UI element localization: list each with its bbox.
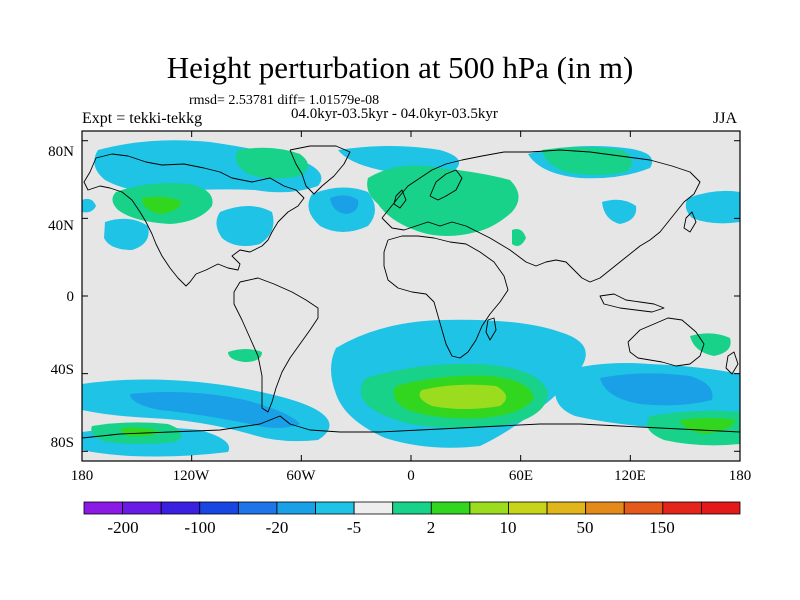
colorbar-swatch — [122, 501, 162, 515]
contour-region — [142, 196, 182, 214]
colorbar-label: -100 — [184, 518, 215, 537]
colorbar-label: 2 — [427, 518, 436, 537]
colorbar-swatch — [623, 501, 664, 515]
period-label: 04.0kyr-03.5kyr - 04.0kyr-03.5kyr — [291, 106, 498, 122]
lon-label: 180 — [729, 468, 752, 484]
coastline-antarctica — [82, 415, 740, 439]
coastline-scandinavia — [429, 169, 463, 201]
lon-label: 120W — [173, 468, 211, 484]
colorbar-swatch — [701, 501, 741, 515]
season-label: JJA — [713, 110, 738, 127]
colorbar-swatch — [315, 501, 355, 515]
coastlines — [82, 145, 740, 439]
lat-axis-labels: 80N 40N 0 40S 80S — [48, 144, 74, 451]
lat-label: 0 — [67, 289, 75, 305]
contour-region — [330, 195, 359, 214]
colorbar-label: -200 — [107, 518, 138, 537]
colorbar-swatch — [83, 501, 123, 515]
contour-region — [419, 384, 507, 409]
stats-line: rmsd= 2.53781 diff= 1.01579e-08 — [189, 93, 380, 108]
colorbar-swatch — [508, 501, 548, 515]
contour-fills — [82, 140, 740, 457]
coastline-eurasia — [381, 149, 701, 283]
lon-label: 180 — [71, 468, 94, 484]
contour-region — [602, 199, 637, 224]
contour-region — [512, 229, 526, 246]
contour-region — [104, 218, 149, 250]
coastline-africa — [383, 235, 509, 359]
contour-region — [130, 392, 300, 428]
colorbar-swatch — [662, 501, 702, 515]
coastline-madagascar — [485, 317, 497, 341]
colorbar-swatch — [237, 501, 278, 515]
contour-region — [448, 337, 491, 360]
colorbar-swatch — [430, 501, 471, 515]
colorbar-swatch — [392, 501, 432, 515]
colorbar-label: 50 — [577, 518, 594, 537]
colorbar-swatch — [585, 501, 625, 515]
colorbar-label: -20 — [266, 518, 289, 537]
coastline-australia — [627, 317, 705, 367]
contour-region — [690, 333, 731, 356]
contour-region — [235, 147, 308, 179]
lon-label: 120E — [614, 468, 646, 484]
plot-title: Height perturbation at 500 hPa (in m) — [166, 50, 634, 85]
contour-region — [367, 165, 519, 236]
coastline-new-zealand — [725, 351, 739, 375]
contour-region — [216, 206, 274, 246]
lat-label: 40S — [51, 362, 74, 378]
colorbar-swatch — [469, 501, 509, 515]
lat-label: 40N — [48, 218, 74, 234]
map-panel — [81, 130, 741, 462]
experiment-label: Expt = tekki-tekkg — [82, 110, 203, 127]
contour-region — [542, 147, 633, 175]
contour-region — [82, 198, 96, 213]
contour-region — [685, 190, 740, 224]
contour-region — [600, 373, 713, 406]
colorbar-swatch — [199, 501, 239, 515]
coastline-north-america — [83, 153, 305, 287]
colorbar-label: -5 — [347, 518, 361, 537]
lon-label: 60E — [509, 468, 533, 484]
map-frame — [81, 130, 741, 462]
colorbar-label: 10 — [500, 518, 517, 537]
colorbar-swatch — [160, 501, 201, 515]
lat-label: 80N — [48, 144, 74, 160]
colorbar-swatch — [276, 501, 316, 515]
contour-region — [120, 427, 160, 437]
colorbar-label: 150 — [649, 518, 675, 537]
coastline-greenland — [289, 145, 351, 195]
colorbar-swatch — [546, 501, 587, 515]
colorbar — [83, 501, 741, 515]
coastline-indonesia — [599, 293, 665, 313]
colorbar-labels: -200 -100 -20 -5 2 10 50 150 — [107, 518, 674, 537]
coastline-british-isles — [393, 189, 407, 209]
contour-region — [228, 349, 262, 362]
colorbar-swatch — [353, 501, 394, 515]
lat-label: 80S — [51, 435, 74, 451]
lon-label: 0 — [407, 468, 415, 484]
coastline-south-america — [233, 277, 319, 413]
lon-axis-labels: 180 120W 60W 0 60E 120E 180 — [71, 468, 752, 484]
coastline-japan — [683, 211, 697, 233]
lon-label: 60W — [286, 468, 316, 484]
